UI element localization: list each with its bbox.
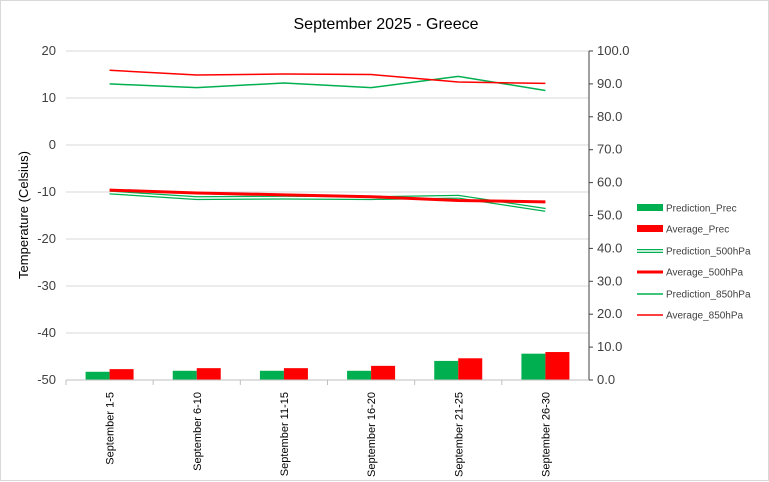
legend-prediction-850hpa-label: Prediction_850hPa	[666, 290, 751, 301]
line-average-850hpa	[109, 69, 546, 85]
bar-average-prec	[283, 368, 308, 380]
y-tick-label: 10	[42, 90, 56, 105]
legend-prediction-prec-swatch	[637, 204, 663, 211]
y2-tick-label: 30.0	[597, 273, 622, 288]
x-tick-label: September 6-10	[192, 392, 204, 471]
y2-tick-label: 0.0	[597, 372, 615, 387]
line-layer	[109, 69, 546, 212]
bar-prediction-prec	[259, 370, 284, 380]
y-tick-label: -20	[37, 231, 56, 246]
legend-average-850hpa-label: Average_850hPa	[666, 311, 744, 322]
y2-tick-label: 90.0	[597, 76, 622, 91]
line-prediction-850hpa	[109, 75, 546, 92]
y-tick-label: -30	[37, 278, 56, 293]
x-tick-label: September 11-15	[279, 392, 291, 476]
bar-average-prec	[109, 369, 134, 380]
bar-average-prec	[371, 365, 396, 380]
y-axis-title: Temperature (Celsius)	[16, 151, 31, 279]
y2-tick-label: 50.0	[597, 208, 622, 223]
axes	[66, 51, 590, 381]
chart-title: September 2025 - Greece	[294, 16, 479, 33]
y-tick-label: -50	[37, 372, 56, 387]
bar-prediction-prec	[85, 371, 110, 380]
right-axis-ticks: 100.0 90.0 80.0 70.0 60.0 50.0 40.0 30.0 20.0 10.…	[589, 43, 630, 387]
x-tick-label: September 26-30	[540, 392, 552, 477]
y2-tick-label: 10.0	[597, 339, 622, 354]
bar-prediction-prec	[434, 360, 459, 380]
line-prediction-500hpa-inner	[109, 191, 546, 211]
y-tick-label: 20	[42, 43, 56, 58]
y2-tick-label: 100.0	[597, 43, 630, 58]
y2-tick-label: 80.0	[597, 109, 622, 124]
bar-prediction-prec	[521, 353, 546, 380]
y2-tick-label: 70.0	[597, 142, 622, 157]
y-tick-label: -40	[37, 325, 56, 340]
y2-tick-label: 40.0	[597, 240, 622, 255]
legend-average-500hpa-label: Average_500hPa	[666, 268, 744, 279]
legend-prediction-prec-label: Prediction_Prec	[666, 204, 737, 215]
bar-average-prec	[545, 352, 570, 380]
bar-layer	[85, 352, 570, 380]
x-tick-label: September 16-20	[366, 392, 378, 477]
legend-prediction-500hpa-label: Prediction_500hPa	[666, 247, 751, 258]
legend-average-prec-label: Average_Prec	[666, 225, 729, 236]
gridlines	[66, 50, 589, 381]
legend: Prediction_Prec Average_Prec Prediction_50…	[637, 204, 751, 322]
y-tick-label: 0	[49, 137, 56, 152]
y2-tick-label: 60.0	[597, 175, 622, 190]
y-tick-label: -10	[37, 184, 56, 199]
bar-average-prec	[196, 368, 221, 380]
y2-tick-label: 20.0	[597, 306, 622, 321]
line-average-500hpa	[109, 188, 546, 204]
category-labels: September 1-5 September 6-10 September 11-…	[65, 380, 552, 477]
left-axis-ticks: 20 10 0 -10 -20 -30 -40 -50	[37, 43, 56, 387]
legend-average-prec-swatch	[637, 225, 663, 232]
x-tick-label: September 21-25	[453, 392, 465, 477]
bar-average-prec	[458, 358, 483, 380]
x-tick-label: September 1-5	[105, 392, 117, 465]
bar-prediction-prec	[347, 370, 372, 380]
bar-prediction-prec	[172, 370, 197, 380]
